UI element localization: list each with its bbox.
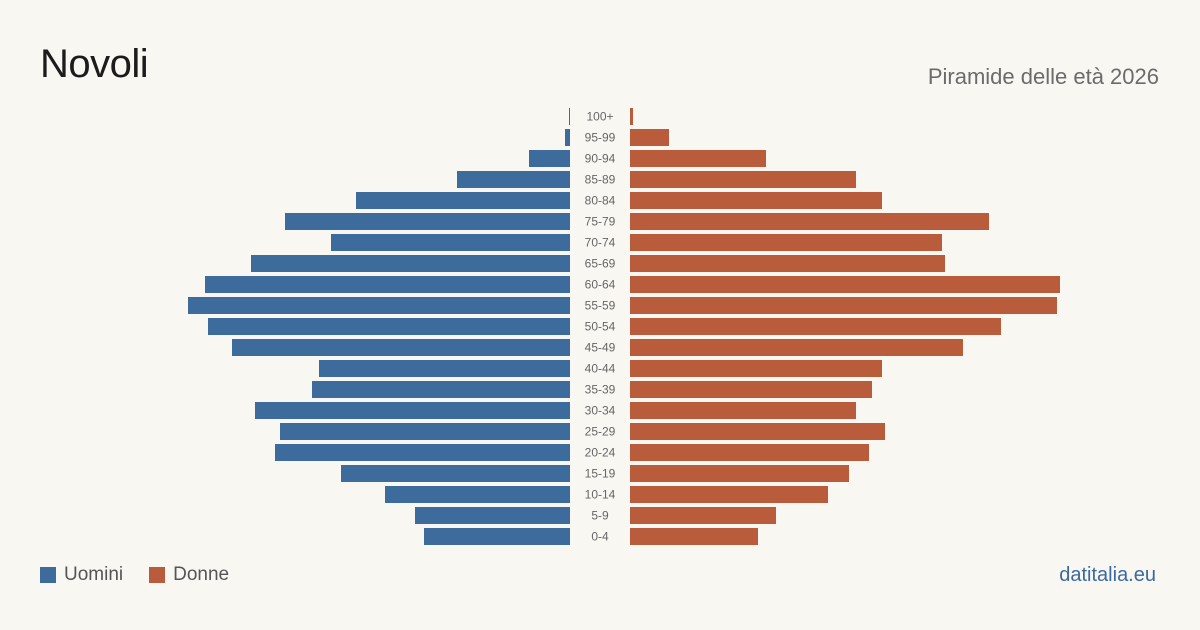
bar-male-85-89 — [457, 171, 570, 188]
bar-female-45-49 — [630, 339, 963, 356]
age-label-0-4: 0-4 — [591, 530, 609, 544]
chart-subtitle: Piramide delle età 2026 — [927, 64, 1159, 89]
bar-male-100plus — [569, 108, 570, 125]
age-label-80-84: 80-84 — [585, 194, 616, 208]
age-label-55-59: 55-59 — [585, 299, 616, 313]
bar-male-80-84 — [356, 192, 570, 209]
age-label-50-54: 50-54 — [585, 320, 616, 334]
bar-female-10-14 — [630, 486, 828, 503]
legend-swatch-female — [149, 567, 166, 583]
bar-male-70-74 — [331, 234, 570, 251]
age-label-15-19: 15-19 — [585, 467, 616, 481]
age-label-75-79: 75-79 — [585, 215, 616, 229]
age-label-95-99: 95-99 — [585, 131, 616, 145]
bar-male-40-44 — [319, 360, 570, 377]
bar-female-5-9 — [630, 507, 776, 524]
age-label-5-9: 5-9 — [591, 509, 609, 523]
age-label-85-89: 85-89 — [585, 173, 616, 187]
bar-female-75-79 — [630, 213, 989, 230]
bar-male-55-59 — [188, 297, 570, 314]
age-label-25-29: 25-29 — [585, 425, 616, 439]
age-label-65-69: 65-69 — [585, 257, 616, 271]
bar-male-25-29 — [280, 423, 570, 440]
legend-item-male: Uomini — [40, 564, 123, 586]
bar-female-40-44 — [630, 360, 882, 377]
bar-male-75-79 — [285, 213, 570, 230]
bar-female-25-29 — [630, 423, 885, 440]
age-label-20-24: 20-24 — [585, 446, 616, 460]
bar-female-15-19 — [630, 465, 849, 482]
bar-male-10-14 — [385, 486, 570, 503]
bar-female-70-74 — [630, 234, 942, 251]
bar-male-65-69 — [251, 255, 570, 272]
chart-legend: Uomini Donne — [40, 564, 255, 586]
age-label-45-49: 45-49 — [585, 341, 616, 355]
bar-female-85-89 — [630, 171, 856, 188]
bar-female-20-24 — [630, 444, 869, 461]
bar-male-35-39 — [312, 381, 570, 398]
legend-label-male: Uomini — [64, 564, 124, 585]
bar-male-45-49 — [232, 339, 570, 356]
bar-female-80-84 — [630, 192, 882, 209]
bar-female-100plus — [630, 108, 633, 125]
page-title: Novoli — [40, 42, 149, 86]
bar-female-0-4 — [630, 528, 758, 545]
age-label-10-14: 10-14 — [585, 488, 616, 502]
bar-male-90-94 — [529, 150, 570, 167]
bar-male-15-19 — [341, 465, 570, 482]
age-label-70-74: 70-74 — [585, 236, 616, 250]
age-label-40-44: 40-44 — [585, 362, 616, 376]
bar-male-60-64 — [205, 276, 570, 293]
bar-female-50-54 — [630, 318, 1001, 335]
age-label-35-39: 35-39 — [585, 383, 616, 397]
legend-swatch-male — [40, 567, 56, 583]
bar-female-65-69 — [630, 255, 945, 272]
age-label-60-64: 60-64 — [585, 278, 616, 292]
bar-female-60-64 — [630, 276, 1060, 293]
bar-female-30-34 — [630, 402, 856, 419]
bar-male-30-34 — [255, 402, 570, 419]
bar-female-35-39 — [630, 381, 872, 398]
age-label-90-94: 90-94 — [585, 152, 616, 166]
bar-male-20-24 — [275, 444, 570, 461]
bar-female-55-59 — [630, 297, 1057, 314]
bar-male-0-4 — [424, 528, 570, 545]
bar-female-95-99 — [630, 129, 669, 146]
legend-label-female: Donne — [173, 564, 230, 585]
age-label-100plus: 100+ — [586, 110, 613, 124]
legend-item-female: Donne — [149, 564, 229, 586]
bar-female-90-94 — [630, 150, 766, 167]
bar-male-50-54 — [208, 318, 570, 335]
age-label-30-34: 30-34 — [585, 404, 616, 418]
bar-male-95-99 — [565, 129, 570, 146]
brand-link[interactable]: datitalia.eu — [1059, 564, 1156, 586]
bar-male-5-9 — [415, 507, 570, 524]
